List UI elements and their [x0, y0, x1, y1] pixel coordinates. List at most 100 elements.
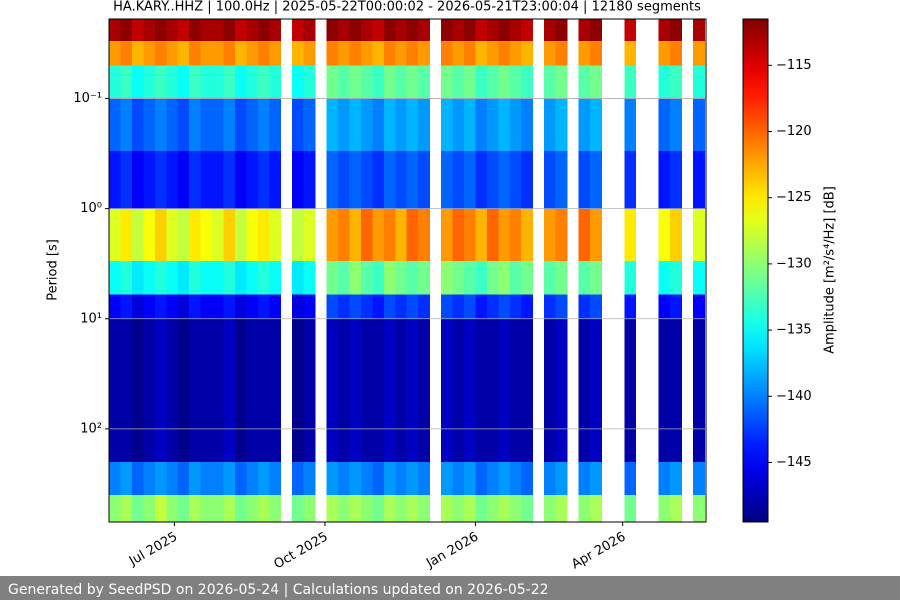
heatmap-cell	[486, 462, 499, 496]
y-tick-label: 10²	[80, 421, 102, 436]
heatmap-cell	[120, 208, 133, 262]
heatmap-cell	[326, 495, 339, 523]
heatmap-cell	[670, 19, 682, 42]
heatmap-cell	[269, 318, 282, 463]
heatmap-cell	[509, 495, 522, 523]
heatmap-cell	[406, 495, 419, 523]
heatmap-cell	[326, 40, 339, 66]
heatmap-cell	[624, 318, 637, 463]
heatmap-cell	[154, 495, 167, 523]
heatmap-cell	[189, 208, 202, 262]
heatmap-cell	[338, 40, 350, 66]
heatmap-cell	[212, 65, 224, 99]
heatmap-cell	[108, 208, 121, 262]
heatmap-cell	[303, 151, 316, 210]
x-tick-label: Jul 2025	[126, 530, 180, 570]
heatmap-cell	[143, 19, 156, 42]
heatmap-cell	[269, 208, 282, 262]
heatmap-cell	[692, 495, 705, 523]
heatmap-cell	[143, 318, 156, 463]
heatmap-cell	[292, 65, 305, 99]
heatmap-cell	[143, 65, 156, 99]
heatmap-cell	[143, 208, 156, 262]
heatmap-cell	[383, 261, 396, 295]
heatmap-cell	[475, 19, 488, 42]
heatmap-cell	[326, 208, 339, 262]
heatmap-cell	[360, 98, 373, 152]
heatmap-cell	[658, 462, 671, 496]
heatmap-cell	[395, 98, 408, 152]
heatmap-cell	[154, 65, 167, 99]
heatmap-cell	[452, 151, 465, 210]
heatmap-cell	[177, 40, 190, 66]
heatmap-cell	[189, 495, 202, 523]
heatmap-cell	[120, 98, 133, 152]
heatmap-cell	[441, 318, 453, 463]
heatmap-cell	[223, 65, 236, 99]
heatmap-cell	[177, 65, 190, 99]
heatmap-cell	[463, 40, 476, 66]
heatmap-cell	[498, 261, 511, 295]
heatmap-cell	[223, 495, 236, 523]
heatmap-cell	[200, 98, 213, 152]
heatmap-cell	[360, 462, 373, 496]
heatmap-cell	[223, 462, 236, 496]
heatmap-cell	[154, 318, 167, 463]
heatmap-cell	[441, 462, 453, 496]
heatmap-cell	[360, 151, 373, 210]
heatmap-cell	[509, 40, 522, 66]
heatmap-cell	[234, 208, 247, 262]
heatmap-cell	[269, 65, 282, 99]
heatmap-cell	[120, 318, 133, 463]
heatmap-cell	[555, 208, 568, 262]
heatmap-cell	[360, 495, 373, 523]
heatmap-cell	[441, 261, 453, 295]
heatmap-cell	[395, 318, 408, 463]
heatmap-cell	[578, 294, 591, 320]
heatmap-cell	[200, 19, 213, 42]
heatmap-cell	[257, 495, 270, 523]
heatmap-cell	[212, 40, 224, 66]
heatmap-cell	[486, 65, 499, 99]
heatmap-cell	[670, 495, 682, 523]
heatmap-cell	[475, 261, 488, 295]
heatmap-cell	[463, 19, 476, 42]
heatmap-cell	[578, 261, 591, 295]
heatmap-cell	[338, 151, 350, 210]
heatmap-cell	[349, 19, 362, 42]
heatmap-cell	[269, 462, 282, 496]
heatmap-cell	[372, 40, 385, 66]
heatmap-cell	[578, 318, 591, 463]
heatmap-cell	[544, 462, 556, 496]
x-tick-label: Apr 2026	[569, 530, 628, 573]
heatmap-cell	[589, 318, 602, 463]
heatmap-cell	[189, 462, 202, 496]
heatmap-cell	[406, 208, 419, 262]
heatmap-cell	[338, 65, 350, 99]
x-tick-label: Jan 2026	[423, 530, 481, 572]
heatmap-cell	[177, 462, 190, 496]
heatmap-cell	[257, 261, 270, 295]
heatmap-cell	[269, 40, 282, 66]
heatmap-cell	[498, 151, 511, 210]
heatmap-cell	[177, 98, 190, 152]
heatmap-cell	[108, 495, 121, 523]
heatmap-cell	[544, 151, 556, 210]
heatmap-cell	[692, 294, 705, 320]
heatmap-cell	[257, 40, 270, 66]
heatmap-cell	[383, 98, 396, 152]
heatmap-cell	[383, 208, 396, 262]
heatmap-cell	[372, 261, 385, 295]
heatmap-cell	[200, 40, 213, 66]
heatmap-cell	[154, 462, 167, 496]
heatmap-cell	[418, 151, 431, 210]
heatmap-cell	[475, 208, 488, 262]
colorbar-tick-label: −125	[776, 190, 812, 205]
heatmap-cell	[349, 65, 362, 99]
heatmap-cell	[475, 294, 488, 320]
heatmap-cell	[303, 294, 316, 320]
heatmap-cell	[383, 65, 396, 99]
heatmap-cell	[326, 294, 339, 320]
heatmap-cell	[441, 65, 453, 99]
heatmap-cell	[555, 151, 568, 210]
